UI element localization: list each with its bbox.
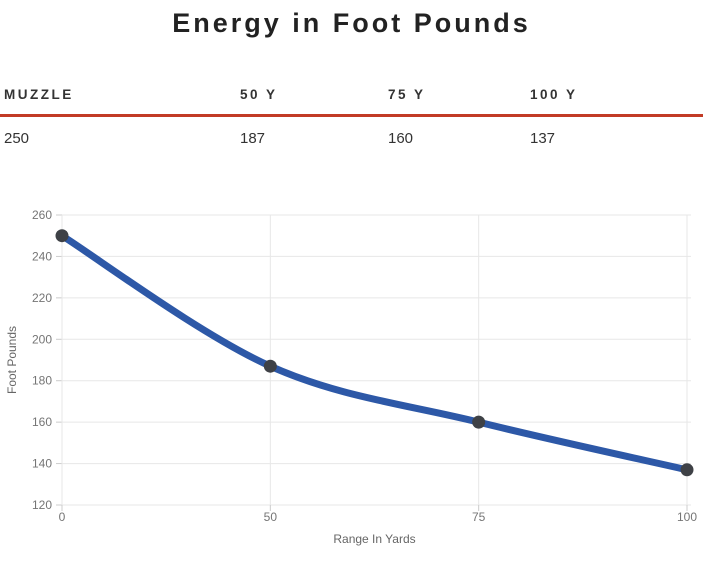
data-point[interactable]	[472, 415, 486, 429]
data-point[interactable]	[263, 359, 277, 373]
x-tick-label: 100	[677, 510, 697, 524]
chart-area: 120 140 160 180 200 220 240 260 0 50 75 100 Foot Pou…	[0, 193, 703, 568]
data-point[interactable]	[55, 229, 69, 243]
x-tick-label: 50	[264, 510, 278, 524]
y-tick-label: 180	[32, 374, 52, 388]
page-title: Energy in Foot Pounds	[172, 8, 531, 38]
table-value-muzzle: 250	[4, 130, 30, 147]
table-header-100y: 100 Y	[530, 87, 578, 102]
y-tick-label: 260	[32, 208, 52, 222]
table-value-50y: 187	[240, 130, 266, 147]
table-value-75y: 160	[388, 130, 414, 147]
table-value-100y: 137	[530, 130, 556, 147]
table-header-50y: 50 Y	[240, 87, 278, 102]
y-tick-label: 220	[32, 291, 52, 305]
table-rule	[0, 114, 703, 117]
y-tick-label: 160	[32, 415, 52, 429]
x-tick-label: 0	[59, 510, 66, 524]
table-header-muzzle: MUZZLE	[4, 87, 74, 102]
energy-chart: 120 140 160 180 200 220 240 260 0 50 75 100 Foot Pou…	[5, 208, 697, 546]
y-tick-label: 240	[32, 249, 52, 263]
y-axis-title: Foot Pounds	[5, 326, 19, 394]
x-axis-title: Range In Yards	[333, 532, 415, 546]
y-tick-label: 140	[32, 457, 52, 471]
y-tick-label: 120	[32, 498, 52, 512]
x-tick-label: 75	[472, 510, 486, 524]
energy-line	[58, 232, 691, 474]
table-header-75y: 75 Y	[388, 87, 426, 102]
data-point[interactable]	[680, 463, 694, 477]
y-tick-label: 200	[32, 332, 52, 346]
